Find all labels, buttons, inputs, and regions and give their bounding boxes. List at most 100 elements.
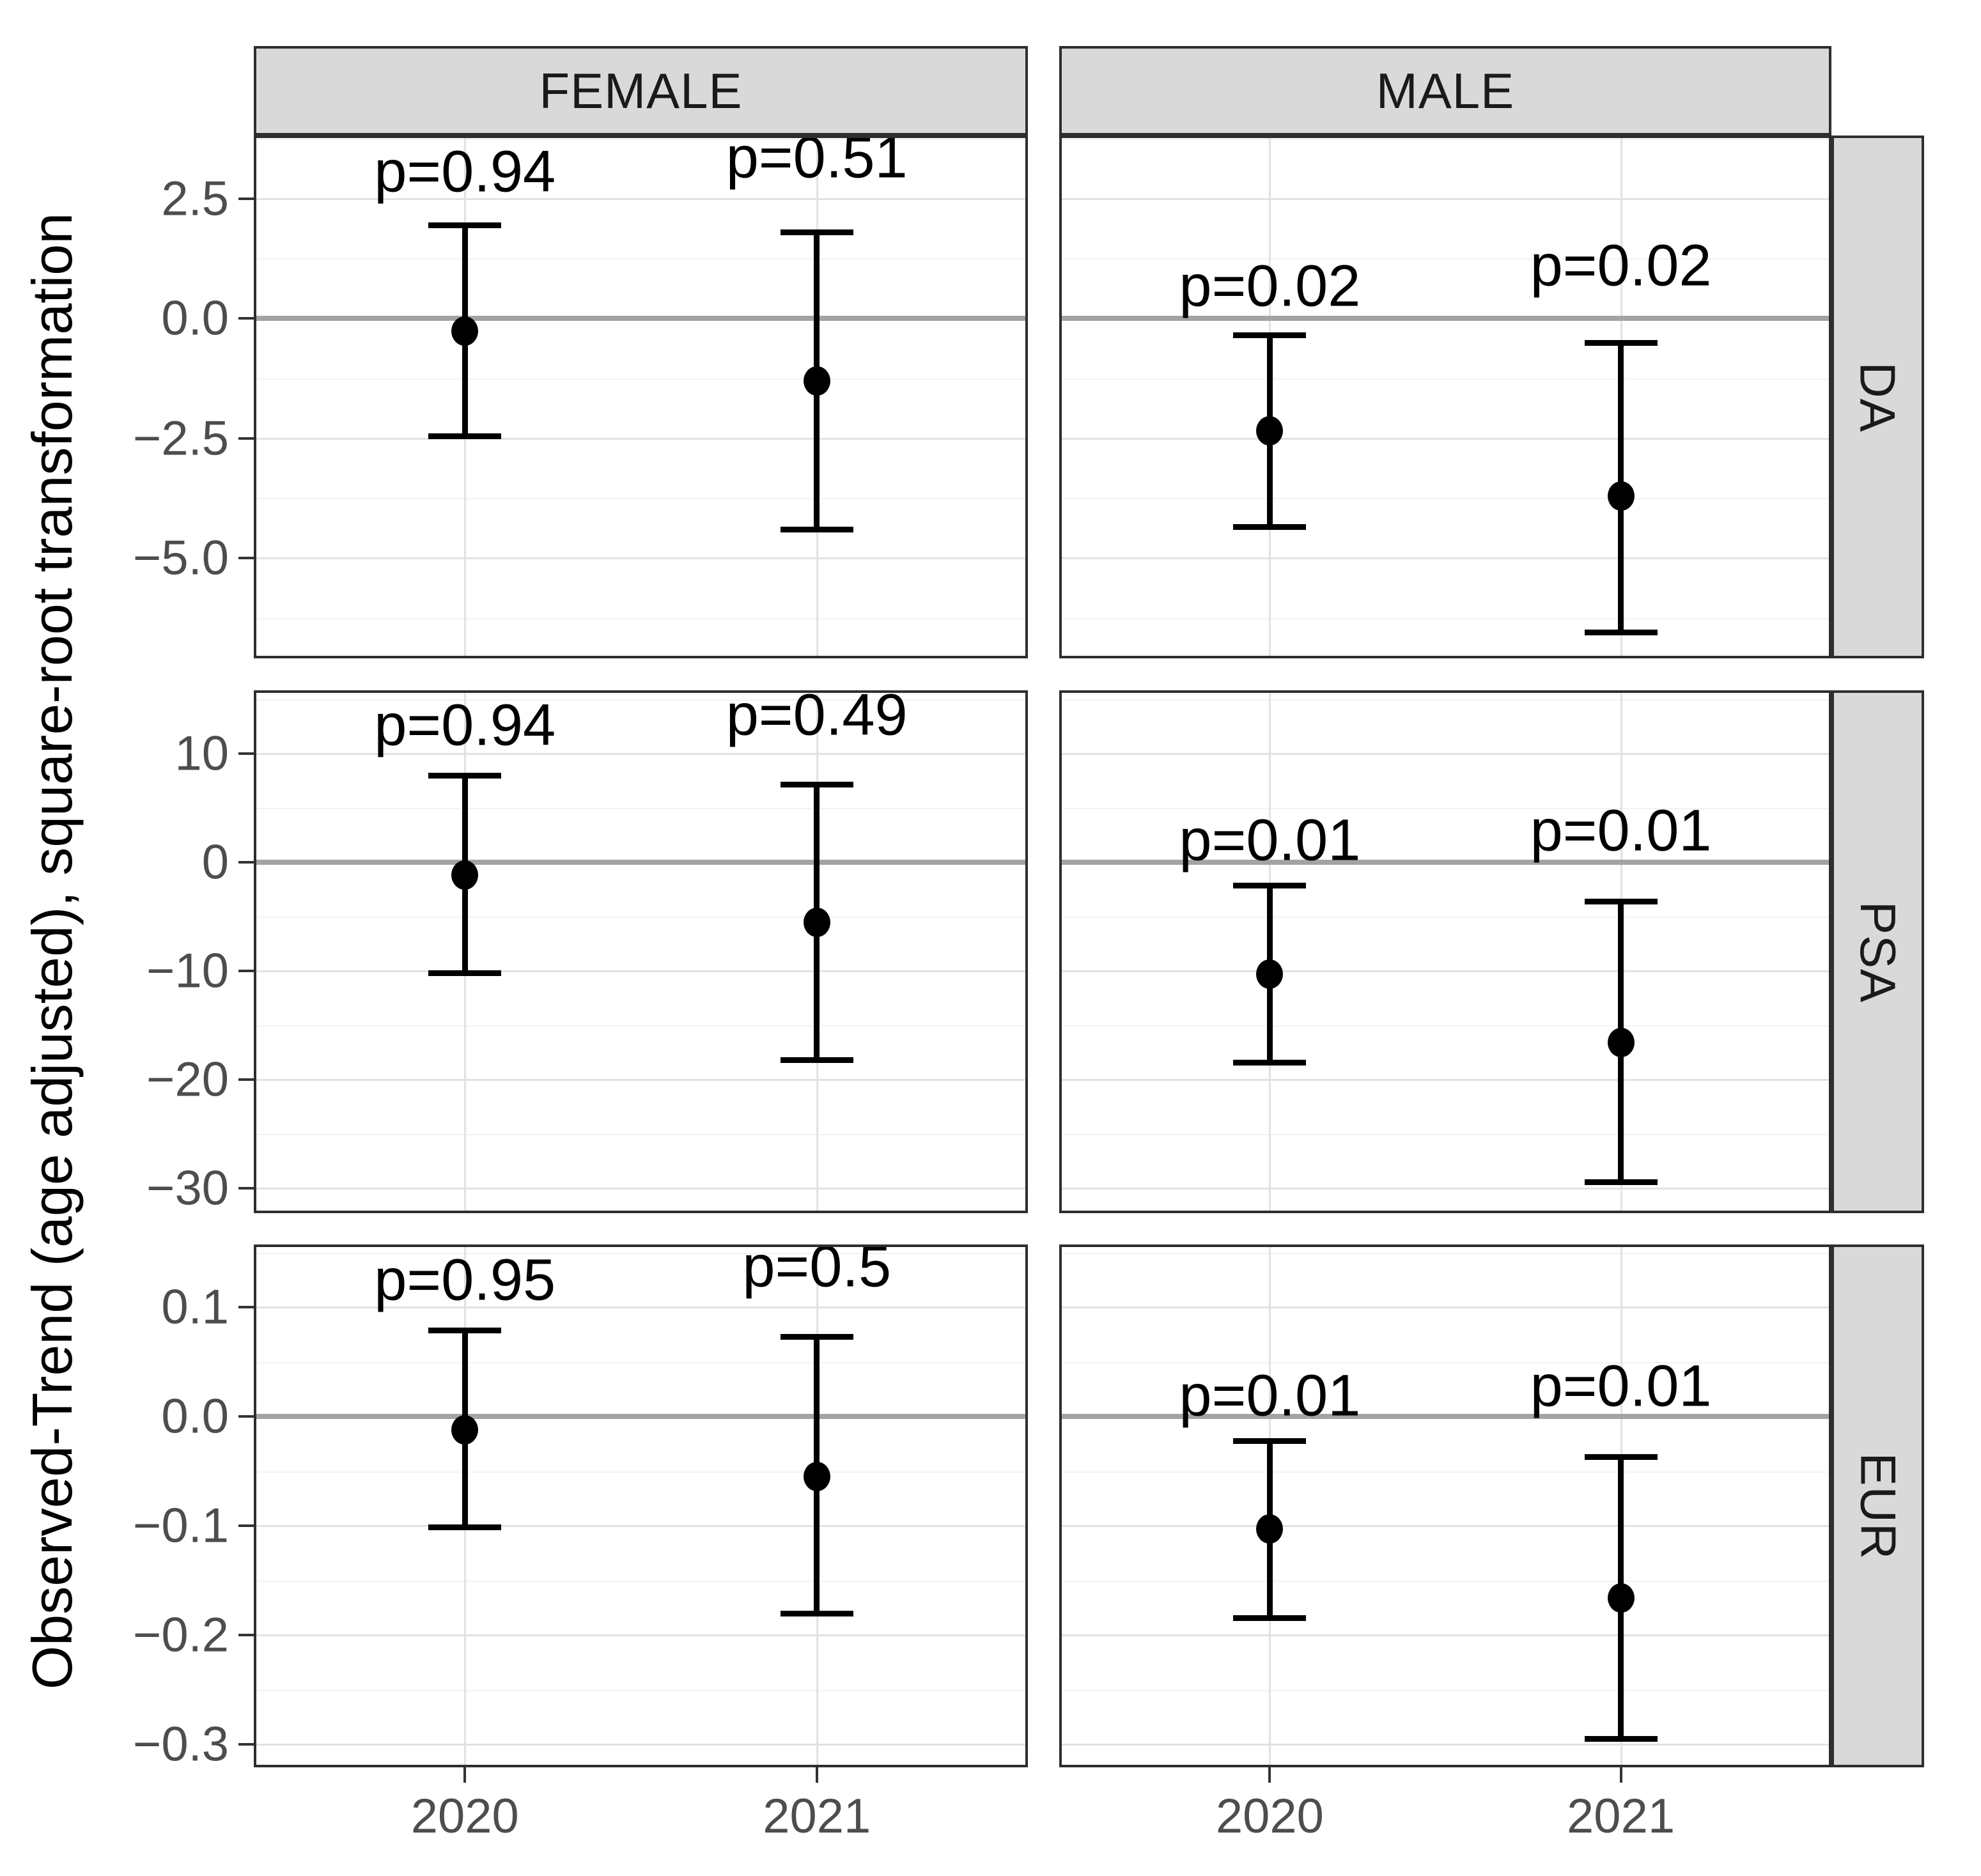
gridline-major-y — [256, 1634, 1025, 1636]
gridline-minor-y — [256, 1134, 1025, 1135]
gridline-minor-y — [256, 138, 1025, 140]
gridline-major-y — [1062, 970, 1829, 972]
y-axis-tick-label: 0.0 — [161, 1389, 229, 1444]
gridline-minor-y — [256, 917, 1025, 918]
gridline-major-y — [1062, 753, 1829, 755]
errorbar-cap-upper — [428, 1327, 502, 1333]
point-estimate — [451, 860, 479, 890]
point-estimate — [1256, 959, 1284, 989]
point-estimate — [451, 316, 479, 346]
p-value-label: p=0.5 — [742, 1244, 892, 1299]
errorbar-cap-upper — [1233, 882, 1307, 888]
facet-strip-male-label: MALE — [1376, 62, 1515, 119]
errorbar-cap-lower — [428, 1524, 502, 1530]
gridline-minor-y — [1062, 1580, 1829, 1582]
gridline-major-y — [256, 557, 1025, 559]
y-axis-tick — [238, 1415, 254, 1418]
errorbar-cap-lower — [1233, 1059, 1307, 1066]
gridline-major-y — [256, 198, 1025, 200]
errorbar-cap-lower — [428, 970, 502, 977]
gridline-major-y — [1062, 557, 1829, 559]
y-axis-tick-label: −30 — [146, 1161, 229, 1216]
gridline-minor-y — [1062, 378, 1829, 380]
p-value-label: p=0.02 — [1530, 233, 1712, 298]
errorbar-cap-lower — [428, 433, 502, 439]
gridline-major-y — [256, 437, 1025, 440]
errorbar-cap-lower — [1584, 630, 1658, 636]
y-axis-tick — [238, 437, 254, 440]
errorbar-cap-upper — [428, 222, 502, 228]
y-axis-tick — [238, 197, 254, 200]
gridline-minor-y — [256, 1025, 1025, 1027]
errorbar-cap-upper — [780, 1334, 853, 1340]
gridline-minor-y — [1062, 1361, 1829, 1363]
errorbar-cap-upper — [1584, 339, 1658, 346]
p-value-label: p=0.49 — [726, 690, 908, 748]
zero-reference-line — [256, 316, 1025, 321]
facet-strip-da-label: DA — [1849, 361, 1906, 433]
point-estimate — [1256, 1514, 1284, 1544]
gridline-major-y — [256, 1525, 1025, 1527]
x-axis-tick-label: 2021 — [763, 1789, 871, 1843]
gridline-minor-y — [256, 498, 1025, 500]
errorbar-cap-upper — [780, 229, 853, 235]
gridline-minor-y — [256, 1689, 1025, 1691]
p-value-label: p=0.01 — [1530, 798, 1712, 864]
point-estimate — [803, 1462, 830, 1492]
gridline-minor-y — [256, 378, 1025, 380]
gridline-major-y — [256, 1079, 1025, 1081]
gridline-major-y — [1062, 1079, 1829, 1081]
facet-strip-eur: EUR — [1831, 1244, 1924, 1767]
gridline-major-y — [1062, 1525, 1829, 1527]
point-estimate — [1256, 416, 1284, 446]
y-axis-tick-label: −0.2 — [132, 1608, 229, 1663]
gridline-major-y — [1062, 1306, 1829, 1308]
zero-reference-line — [1062, 860, 1829, 865]
p-value-label: p=0.95 — [374, 1247, 556, 1313]
y-axis-tick — [238, 557, 254, 559]
gridline-minor-y — [1062, 1134, 1829, 1135]
y-axis-tick-label: 0 — [201, 835, 229, 890]
y-axis-tick-label: 10 — [175, 726, 229, 781]
gridline-major-y — [1062, 1744, 1829, 1746]
y-axis-tick-label: −2.5 — [132, 411, 229, 465]
facet-strip-female-label: FEMALE — [539, 62, 743, 119]
point-estimate — [803, 366, 830, 396]
gridline-minor-y — [1062, 617, 1829, 619]
y-axis-tick-label: −20 — [146, 1052, 229, 1107]
gridline-major-y — [256, 1188, 1025, 1190]
gridline-major-y — [256, 970, 1025, 972]
panel-female-psa: p=0.94 p=0.49 — [254, 690, 1028, 1213]
y-axis-tick-label: −10 — [146, 943, 229, 998]
p-value-label: p=0.01 — [1179, 807, 1361, 873]
gridline-minor-y — [1062, 498, 1829, 500]
gridline-minor-y — [1062, 1471, 1829, 1473]
gridline-minor-y — [256, 1252, 1025, 1254]
gridline-minor-y — [256, 1580, 1025, 1582]
point-estimate — [1607, 1028, 1635, 1058]
errorbar-cap-lower — [1233, 524, 1307, 531]
p-value-label: p=0.51 — [726, 136, 908, 190]
zero-reference-line — [1062, 1414, 1829, 1419]
gridline-major-y — [1062, 1188, 1829, 1190]
x-axis-tick — [1619, 1767, 1622, 1783]
point-estimate — [803, 907, 830, 937]
gridline-minor-y — [1062, 699, 1829, 701]
zero-reference-line — [256, 1414, 1025, 1419]
x-axis-tick-label: 2020 — [1215, 1789, 1324, 1843]
y-axis-tick — [238, 752, 254, 755]
x-axis-tick — [1268, 1767, 1271, 1783]
errorbar-cap-upper — [428, 773, 502, 779]
gridline-major-y — [256, 753, 1025, 755]
gridline-minor-y — [256, 617, 1025, 619]
point-estimate — [1607, 481, 1635, 511]
y-axis-tick — [238, 1078, 254, 1081]
y-axis-tick — [238, 1634, 254, 1636]
errorbar-cap-lower — [1584, 1179, 1658, 1185]
y-axis-tick — [238, 1524, 254, 1527]
y-axis-tick — [238, 317, 254, 320]
x-axis-tick — [815, 1767, 818, 1783]
y-axis-tick — [238, 861, 254, 864]
facet-strip-male: MALE — [1059, 46, 1831, 136]
gridline-minor-y — [1062, 1252, 1829, 1254]
